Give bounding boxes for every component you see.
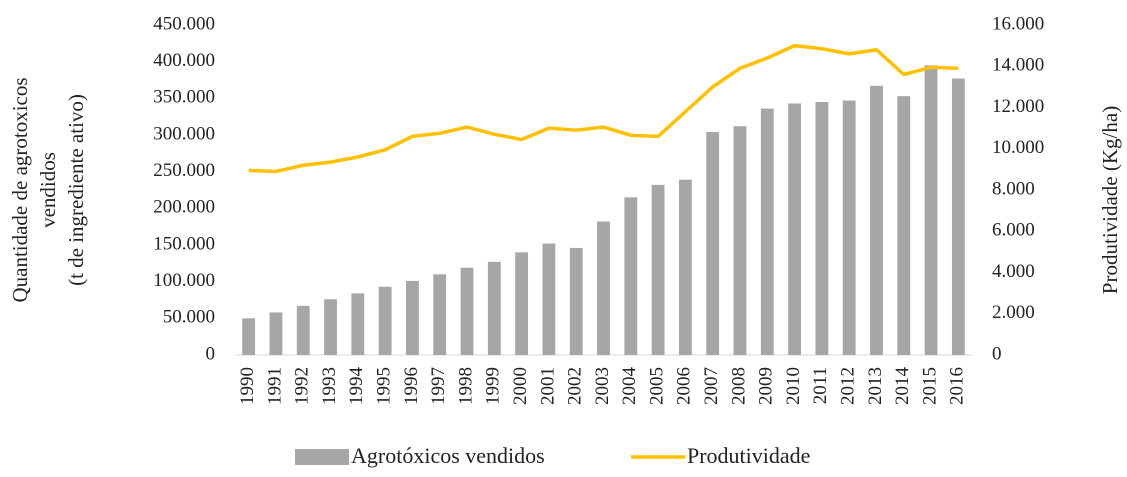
x-tick-label: 1999 <box>483 367 504 405</box>
y2-tick-label: 16.000 <box>992 13 1044 34</box>
x-tick-label: 2015 <box>919 367 940 405</box>
y2-tick-label: 8.000 <box>992 178 1035 199</box>
x-tick-label: 2010 <box>783 367 804 405</box>
bar <box>842 100 856 356</box>
x-tick-label: 2011 <box>810 367 831 404</box>
x-tick-label: 2014 <box>892 367 913 406</box>
y-tick-label: 200.000 <box>153 197 215 218</box>
x-tick-label: 1995 <box>373 367 394 405</box>
bar <box>324 299 337 355</box>
bar <box>678 179 692 355</box>
y2-axis-title: Produtividade (Kg/ha) <box>1098 106 1122 294</box>
x-tick-label: 1994 <box>346 367 367 406</box>
y-tick-label: 350.000 <box>153 87 215 108</box>
legend-swatch <box>295 449 349 465</box>
bar <box>378 286 392 355</box>
x-tick-label: 2005 <box>646 367 667 405</box>
y-tick-label: 300.000 <box>153 123 215 144</box>
bar <box>460 267 474 355</box>
y2-tick-label: 2.000 <box>992 302 1035 323</box>
x-tick-label: 2002 <box>565 367 586 405</box>
x-tick-label: 2012 <box>838 367 859 405</box>
y2-tick-label: 6.000 <box>992 220 1035 241</box>
bar <box>242 318 256 355</box>
y-tick-label: 50.000 <box>163 307 215 328</box>
bar <box>706 132 720 355</box>
x-tick-label: 1996 <box>401 367 422 405</box>
x-tick-label: 1990 <box>237 367 258 405</box>
bar <box>788 103 801 355</box>
y2-tick-label: 10.000 <box>992 137 1044 158</box>
x-tick-label: 1997 <box>428 367 449 405</box>
x-tick-label: 2006 <box>674 367 695 405</box>
bar <box>351 293 365 355</box>
bar <box>269 312 283 355</box>
x-tick-label: 2016 <box>947 367 968 405</box>
x-tick-label: 2009 <box>756 367 777 405</box>
bar <box>406 280 419 355</box>
bar <box>870 85 883 355</box>
y-axis-title: (t de ingrediente ativo) <box>64 94 88 286</box>
y-tick-label: 450.000 <box>153 13 215 34</box>
legend-label: Agrotóxicos vendidos <box>351 443 545 468</box>
y2-tick-label: 4.000 <box>992 261 1035 282</box>
x-tick-label: 1992 <box>292 367 313 405</box>
x-tick-label: 1993 <box>319 367 340 405</box>
x-tick-label: 2013 <box>865 367 886 405</box>
bar <box>651 184 665 355</box>
y2-tick-label: 14.000 <box>992 55 1044 76</box>
y-tick-label: 250.000 <box>153 160 215 181</box>
bar <box>597 221 610 355</box>
x-tick-label: 1998 <box>455 367 476 405</box>
bar <box>515 252 529 355</box>
y-tick-label: 150.000 <box>153 233 215 254</box>
bar <box>433 274 447 355</box>
bar <box>815 102 829 355</box>
x-tick-label: 2001 <box>537 367 558 405</box>
bar <box>487 261 501 355</box>
bar <box>897 96 911 355</box>
bar <box>569 247 583 355</box>
x-tick-label: 2007 <box>701 367 722 405</box>
x-tick-label: 2000 <box>510 367 531 405</box>
y2-tick-label: 12.000 <box>992 96 1044 117</box>
x-tick-label: 1991 <box>264 367 285 405</box>
y-axis-title: Quantidade de agrotoxicos <box>8 77 32 302</box>
y-tick-label: 100.000 <box>153 270 215 291</box>
bar <box>951 78 965 356</box>
bar <box>733 126 747 355</box>
y-axis-title: vendidos <box>36 152 60 228</box>
legend-label: Produtividade <box>687 443 810 468</box>
bar <box>542 243 556 355</box>
y-tick-label: 400.000 <box>153 50 215 71</box>
line <box>248 43 959 174</box>
bar <box>924 65 938 355</box>
x-tick-label: 2003 <box>592 367 613 405</box>
bar <box>296 305 310 355</box>
bar <box>624 197 638 355</box>
x-tick-label: 2008 <box>728 367 749 405</box>
x-tick-label: 2004 <box>619 367 640 406</box>
y2-tick-label: 0 <box>992 343 1002 364</box>
bar <box>760 108 774 355</box>
y-tick-label: 0 <box>206 343 216 364</box>
